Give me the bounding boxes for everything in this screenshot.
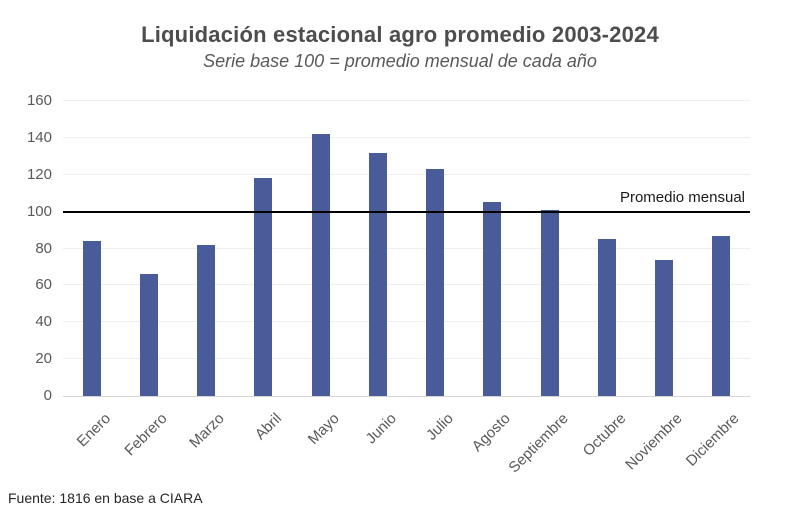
x-tick-label-marzo: Marzo	[186, 410, 229, 452]
y-tick-label-0: 0	[43, 387, 52, 404]
reference-line-label: Promedio mensual	[619, 189, 745, 206]
y-tick-label-60: 60	[35, 276, 52, 293]
bar-octubre	[598, 239, 616, 396]
bar-julio	[426, 169, 444, 396]
gridline-20	[63, 358, 750, 359]
y-tick-label-20: 20	[35, 350, 52, 367]
x-tick-label-febrero: Febrero	[121, 410, 172, 460]
y-tick-label-40: 40	[35, 313, 52, 330]
gridline-60	[63, 284, 750, 285]
bar-septiembre	[541, 210, 559, 396]
gridline-120	[63, 174, 750, 175]
chart-title: Liquidación estacional agro promedio 200…	[141, 22, 659, 47]
x-axis: Enero Febrero Marzo Abril Mayo Junio Julio Agos…	[63, 402, 750, 492]
plot-area: Promedio mensual	[63, 100, 750, 397]
bar-abril	[254, 178, 272, 396]
x-tick-label-octubre: Octubre	[579, 410, 630, 460]
x-tick-label-abril: Abril	[251, 410, 286, 444]
gridline-140	[63, 137, 750, 138]
x-tick-label-junio: Junio	[362, 410, 401, 448]
y-tick-label-160: 160	[26, 92, 52, 109]
bar-noviembre	[655, 260, 673, 396]
bar-enero	[83, 241, 101, 396]
x-tick-label-noviembre: Noviembre	[622, 410, 687, 474]
gridline-80	[63, 248, 750, 249]
bar-junio	[369, 153, 387, 396]
x-tick-label-mayo: Mayo	[305, 410, 344, 448]
y-axis: 160 140 120 100 80 60 40 20 0	[0, 92, 52, 404]
gridline-40	[63, 321, 750, 322]
x-tick-label-septiembre: Septiembre	[505, 410, 573, 477]
bar-mayo	[312, 134, 330, 396]
gridline-0	[63, 396, 750, 397]
x-tick-label-enero: Enero	[73, 410, 115, 451]
chart-subtitle: Serie base 100 = promedio mensual de cad…	[203, 51, 597, 71]
x-tick-label-agosto: Agosto	[468, 410, 515, 456]
reference-line	[63, 211, 750, 213]
x-tick-label-julio: Julio	[423, 410, 458, 444]
x-tick-label-diciembre: Diciembre	[683, 410, 744, 470]
bar-diciembre	[712, 236, 730, 396]
bar-febrero	[140, 274, 158, 396]
y-tick-label-80: 80	[35, 240, 52, 257]
bar-agosto	[483, 202, 501, 396]
y-tick-label-120: 120	[26, 166, 52, 183]
gridline-160	[63, 100, 750, 101]
source-note: Fuente: 1816 en base a CIARA	[8, 490, 203, 506]
bar-marzo	[197, 245, 215, 396]
y-tick-label-140: 140	[26, 129, 52, 146]
y-tick-label-100: 100	[26, 203, 52, 220]
